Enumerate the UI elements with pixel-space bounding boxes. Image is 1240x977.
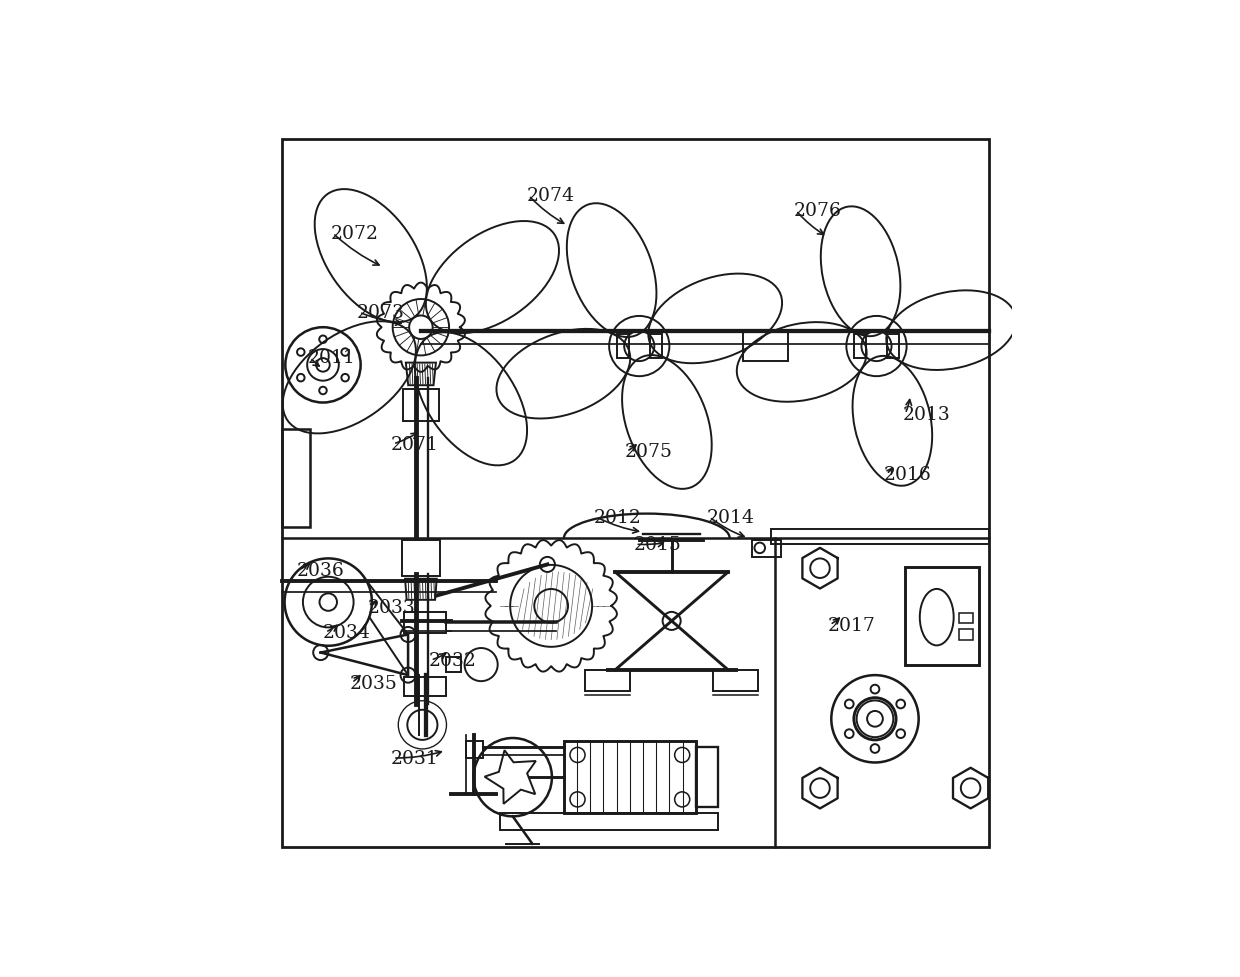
Text: 2034: 2034 bbox=[322, 623, 371, 642]
Bar bbox=[445, 658, 461, 672]
Text: 2014: 2014 bbox=[707, 508, 755, 527]
Bar bbox=[887, 335, 899, 359]
Text: 2035: 2035 bbox=[350, 674, 397, 692]
Bar bbox=[564, 742, 696, 813]
Bar bbox=[696, 747, 718, 807]
Text: 2012: 2012 bbox=[594, 508, 642, 527]
Text: 2072: 2072 bbox=[331, 225, 378, 243]
Text: 2011: 2011 bbox=[308, 349, 356, 367]
Bar bbox=[402, 540, 440, 576]
Bar bbox=[854, 335, 866, 359]
Bar bbox=[713, 670, 758, 692]
Bar bbox=[960, 613, 973, 623]
Text: 2016: 2016 bbox=[884, 466, 931, 484]
Bar bbox=[466, 742, 482, 758]
Text: 2013: 2013 bbox=[903, 405, 951, 423]
Text: 2074: 2074 bbox=[526, 188, 574, 205]
Bar bbox=[905, 567, 978, 665]
Bar bbox=[753, 541, 781, 557]
Bar bbox=[403, 390, 439, 421]
Text: 2075: 2075 bbox=[624, 443, 672, 461]
Bar bbox=[404, 613, 445, 633]
Bar bbox=[281, 430, 310, 528]
Bar bbox=[771, 530, 990, 544]
Text: 2015: 2015 bbox=[634, 535, 681, 554]
Text: 2076: 2076 bbox=[794, 202, 842, 220]
Bar bbox=[404, 677, 445, 697]
Bar bbox=[743, 331, 787, 361]
Text: 2036: 2036 bbox=[296, 561, 345, 579]
Text: 2017: 2017 bbox=[827, 616, 875, 634]
Text: 2032: 2032 bbox=[428, 652, 476, 669]
Bar bbox=[650, 335, 662, 359]
Bar bbox=[500, 813, 718, 829]
Text: 2031: 2031 bbox=[391, 749, 439, 767]
Bar bbox=[616, 335, 629, 359]
Text: 2071: 2071 bbox=[391, 436, 439, 453]
Bar bbox=[960, 629, 973, 640]
Text: 2073: 2073 bbox=[357, 304, 404, 321]
Text: 2033: 2033 bbox=[368, 599, 415, 616]
Bar bbox=[585, 670, 630, 692]
